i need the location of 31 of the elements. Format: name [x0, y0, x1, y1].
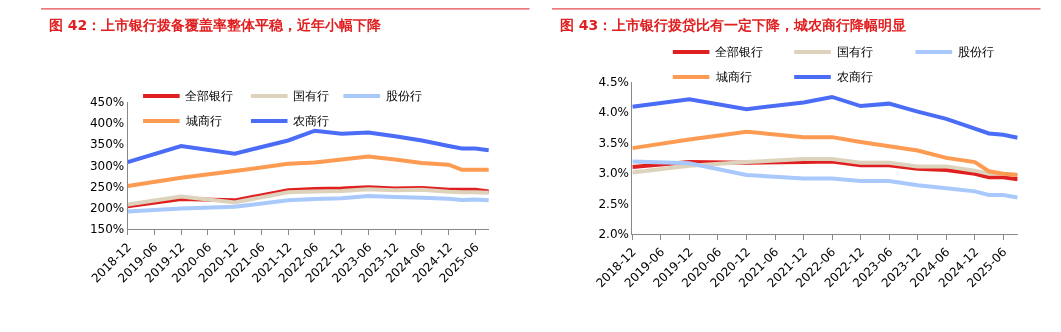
legend-label: 股份行: [386, 89, 422, 103]
y-tick-label: 4.0%: [598, 105, 629, 120]
y-tick-label: 2.5%: [598, 196, 629, 211]
legend-label: 国有行: [293, 89, 329, 103]
legend-label: 城商行: [185, 114, 222, 128]
line-series: [632, 94, 1018, 140]
legend-label: 农商行: [837, 70, 873, 84]
y-tick-label: 350%: [89, 137, 125, 152]
y-tick-label: 4.5%: [598, 74, 629, 89]
y-tick-label: 3.5%: [598, 135, 629, 150]
line-series: [632, 129, 1018, 177]
y-tick-label: 300%: [89, 158, 125, 173]
y-tick-label: 150%: [89, 222, 125, 237]
chart-title: 图 42：上市银行拨备覆盖率整体平稳，近年小幅下降: [49, 17, 383, 33]
line-series: [127, 128, 489, 165]
chart-title: 图 43：上市银行拨贷比有一定下降，城农商行降幅明显: [560, 17, 907, 33]
legend-label: 城商行: [715, 70, 752, 84]
y-tick-label: 450%: [89, 95, 125, 110]
y-tick-label: 3.0%: [598, 166, 629, 181]
y-tick-label: 2.0%: [598, 227, 629, 242]
line-series: [127, 194, 489, 214]
y-tick-label: 200%: [89, 201, 125, 216]
line-series: [632, 159, 1018, 200]
y-tick-label: 250%: [89, 179, 125, 194]
legend-label: 全部银行: [185, 89, 233, 103]
legend-label: 国有行: [837, 45, 873, 59]
legend-label: 股份行: [958, 45, 994, 59]
legend-label: 全部银行: [715, 45, 763, 59]
y-tick-label: 400%: [89, 116, 125, 131]
legend-label: 农商行: [293, 114, 329, 128]
line-series: [127, 154, 489, 188]
